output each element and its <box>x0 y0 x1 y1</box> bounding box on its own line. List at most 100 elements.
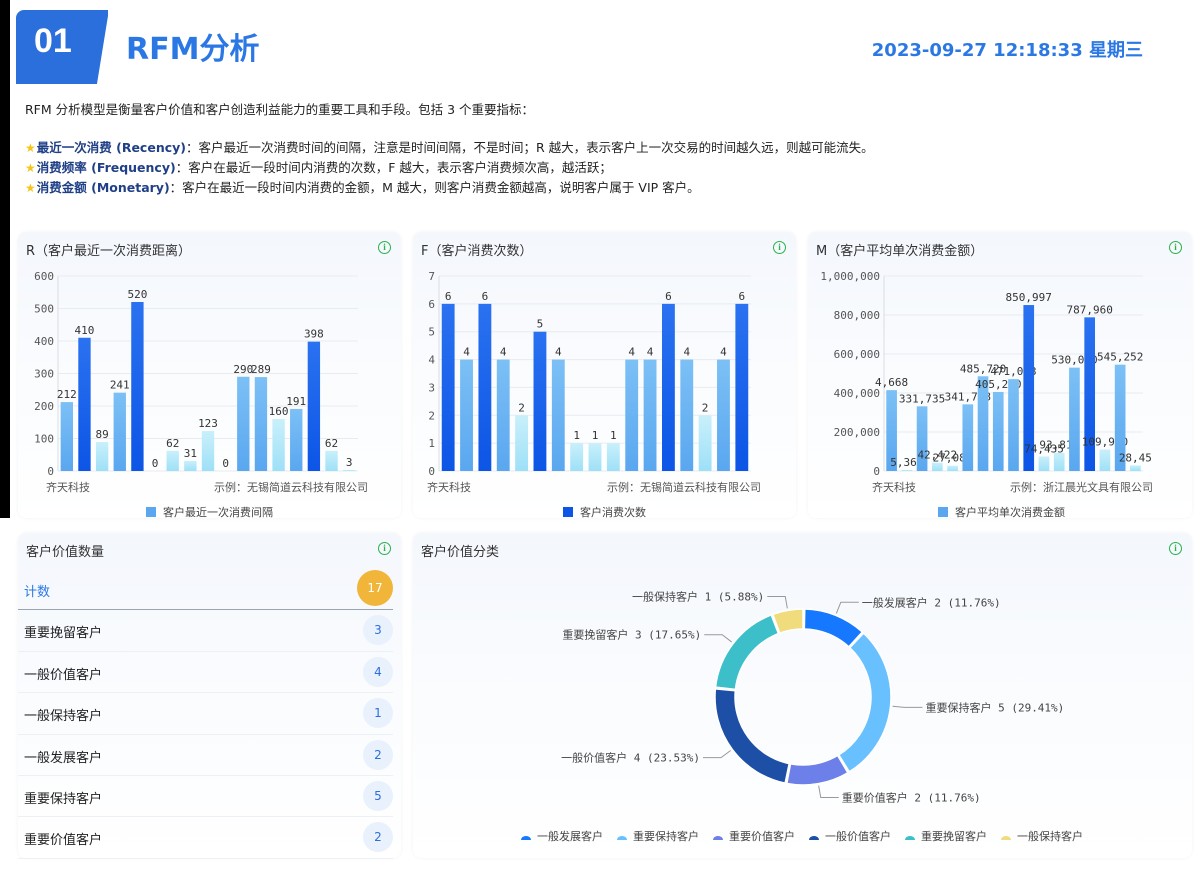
bar[interactable] <box>1069 367 1080 471</box>
bar[interactable] <box>95 442 109 471</box>
bar[interactable] <box>237 376 250 471</box>
bar[interactable] <box>1084 317 1096 471</box>
bar[interactable] <box>343 470 356 471</box>
bar[interactable] <box>606 443 620 471</box>
bar[interactable] <box>290 408 303 471</box>
bar[interactable] <box>643 359 657 471</box>
leader-line <box>702 750 731 759</box>
legend-label[interactable]: 一般价值客户 <box>825 829 891 843</box>
bar-value-label: 4 <box>683 346 690 359</box>
value-count-list: 计数 17 重要挽留客户 3 一般价值客户 4 一般保持客户 1 一般发展客户 2 重要… <box>18 569 393 859</box>
bar[interactable] <box>661 303 675 471</box>
bar-value-label: 331,735 <box>899 392 945 405</box>
bar[interactable] <box>478 303 492 471</box>
info-icon[interactable]: i <box>1169 542 1182 555</box>
bar[interactable] <box>680 359 694 471</box>
bar[interactable] <box>441 303 455 471</box>
info-icon[interactable]: i <box>773 241 786 254</box>
y-tick-label: 300 <box>34 368 54 381</box>
legend-label[interactable]: 重要价值客户 <box>729 829 795 843</box>
bar[interactable] <box>113 392 126 471</box>
datetime-display: 2023-09-27 12:18:33 星期三 <box>871 40 1143 61</box>
y-tick-label: 7 <box>428 270 435 283</box>
r-bar-chart: 0 100 200 300 400 500 600 212 410 89 241 520 0 62 31 12… <box>34 270 368 518</box>
info-icon[interactable]: i <box>1169 241 1182 254</box>
bar[interactable] <box>78 337 91 471</box>
bar-value-label: 123 <box>198 417 218 430</box>
count-badge: 1 <box>363 698 393 729</box>
bar-value-label: 2 <box>702 401 709 414</box>
bar-value-label: 28,45 <box>1119 451 1152 464</box>
bar[interactable] <box>131 302 144 471</box>
bar[interactable] <box>1130 465 1141 471</box>
bar[interactable] <box>886 390 897 471</box>
bar[interactable] <box>1114 364 1126 471</box>
bar[interactable] <box>201 431 215 471</box>
total-label: 计数 <box>24 585 51 600</box>
bar[interactable] <box>496 359 510 471</box>
bar-value-label: 787,960 <box>1066 303 1112 316</box>
slice-label: 重要挽留客户 3 (17.65%) <box>562 628 701 642</box>
x-tick-label: 示例：浙江晨光文具有限公司 <box>1010 480 1153 494</box>
legend-label[interactable]: 客户最近一次消费间隔 <box>163 505 273 518</box>
bar-value-label: 5 <box>537 318 544 331</box>
star-icon: ★ <box>25 181 36 195</box>
legend-label[interactable]: 一般发展客户 <box>537 829 603 843</box>
y-tick-label: 500 <box>34 303 54 316</box>
bar[interactable] <box>992 391 1004 471</box>
bar[interactable] <box>272 419 285 471</box>
bar[interactable] <box>916 406 928 471</box>
bar[interactable] <box>254 377 268 471</box>
donut-slice[interactable] <box>785 754 849 786</box>
bar[interactable] <box>1053 452 1065 471</box>
bar[interactable] <box>307 341 321 471</box>
bar[interactable] <box>735 303 749 471</box>
bar[interactable] <box>533 331 547 471</box>
bar[interactable] <box>570 443 584 471</box>
slice-label: 一般发展客户 2 (11.76%) <box>862 595 1001 609</box>
bar-value-label: 850,997 <box>1006 291 1052 304</box>
bar[interactable] <box>515 415 529 471</box>
intro-term: 最近一次消费 (Recency) <box>36 140 186 155</box>
f-chart-card: F（客户消费次数） i 0 1 2 3 4 5 6 7 6 4 6 4 2 5 4 1 1 1 4 4 6 4 2 4 6 齐天科… <box>413 232 796 518</box>
donut-slice[interactable] <box>837 632 892 773</box>
donut-slice[interactable] <box>803 608 864 648</box>
bar[interactable] <box>947 465 958 471</box>
list-item: 重要挽留客户 3 <box>18 610 393 652</box>
bar[interactable] <box>977 376 989 471</box>
bar[interactable] <box>931 462 943 471</box>
legend-label[interactable]: 客户平均单次消费金额 <box>955 505 1065 518</box>
bar[interactable] <box>460 359 473 471</box>
bar[interactable] <box>1023 305 1035 471</box>
bar[interactable] <box>1038 456 1050 471</box>
bar[interactable] <box>551 359 565 471</box>
info-icon[interactable]: i <box>378 542 391 555</box>
legend-label[interactable]: 一般保持客户 <box>1017 829 1083 843</box>
bar-value-label: 0 <box>222 457 229 470</box>
bar-value-label: 74,435 <box>1024 442 1064 455</box>
bar[interactable] <box>717 359 730 471</box>
bar[interactable] <box>901 469 913 471</box>
count-badge: 2 <box>363 739 393 770</box>
y-tick-label: 400 <box>34 335 54 348</box>
donut-slice[interactable] <box>714 688 791 785</box>
bar[interactable] <box>60 402 73 471</box>
bar[interactable] <box>1008 379 1019 471</box>
donut-slice[interactable] <box>714 613 780 691</box>
bar[interactable] <box>325 450 338 471</box>
count-badge: 4 <box>363 656 393 687</box>
bar[interactable] <box>184 460 197 471</box>
bar[interactable] <box>1099 449 1111 471</box>
section-index: 01 <box>34 22 72 60</box>
bar[interactable] <box>588 443 602 471</box>
legend-label[interactable]: 重要挽留客户 <box>921 829 987 843</box>
bar-value-label: 62 <box>166 437 179 450</box>
bar[interactable] <box>698 415 712 471</box>
bar[interactable] <box>166 450 179 471</box>
donut-slice[interactable] <box>771 608 804 635</box>
legend-label[interactable]: 客户消费次数 <box>580 505 646 518</box>
bar[interactable] <box>625 359 639 471</box>
info-icon[interactable]: i <box>378 241 391 254</box>
legend-label[interactable]: 重要保持客户 <box>633 829 699 843</box>
bar[interactable] <box>962 404 974 471</box>
